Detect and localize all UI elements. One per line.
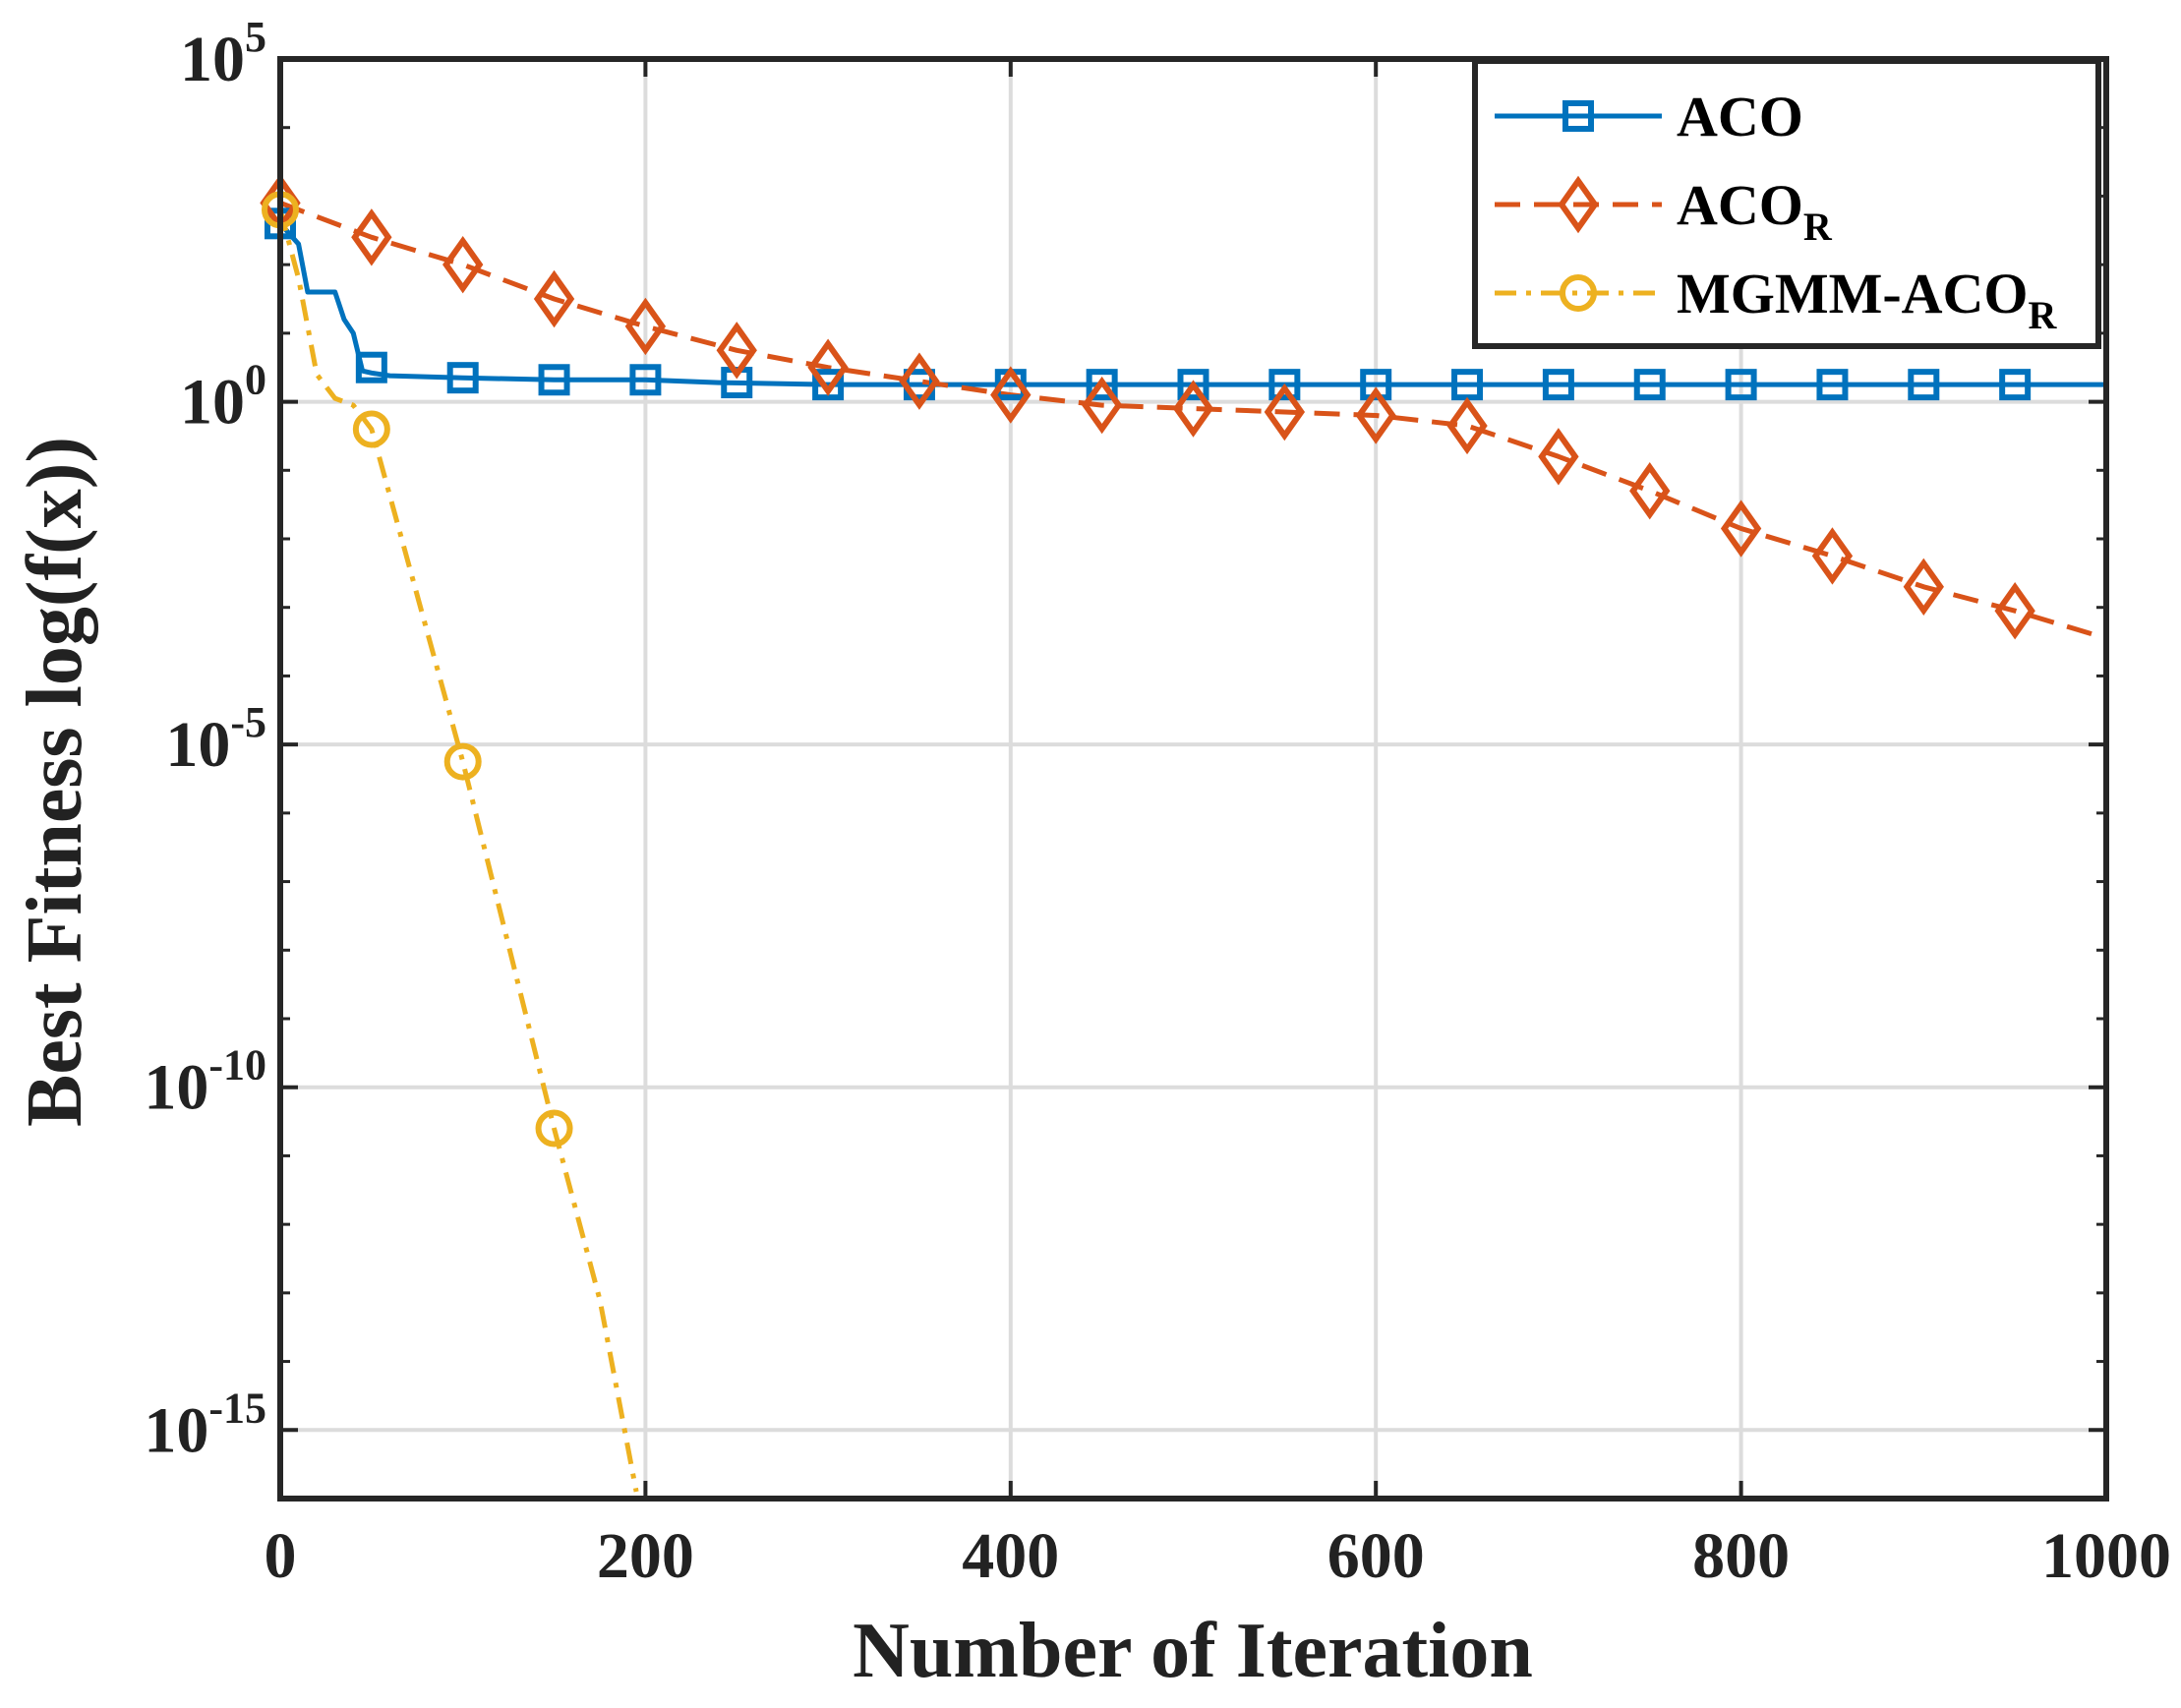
- data-point-aco: [1360, 369, 1392, 401]
- data-point-mgmm-acor: [535, 1109, 573, 1148]
- y-tick-exponent: 0: [245, 356, 266, 404]
- y-tick-base: 10: [165, 709, 230, 781]
- x-tick-label: 0: [265, 1520, 297, 1592]
- data-point-acor: [1903, 558, 1944, 616]
- data-point-acor: [1629, 462, 1671, 520]
- data-point-acor: [1720, 500, 1762, 558]
- data-point-aco: [355, 351, 387, 383]
- y-axis-label: Best Fitness log(f(x)): [12, 437, 98, 1127]
- data-point-acor: [807, 338, 849, 396]
- y-tick-base: 10: [180, 24, 245, 95]
- data-point-acor: [990, 366, 1032, 424]
- data-point-aco: [538, 364, 570, 396]
- y-tick-exponent: -15: [208, 1384, 266, 1432]
- legend-label-subscript: R: [1803, 205, 1833, 249]
- data-point-mgmm-acor: [443, 742, 482, 781]
- legend-label-main: ACO: [1677, 173, 1803, 237]
- data-point-acor: [716, 322, 757, 380]
- data-point-mgmm-acor: [352, 410, 390, 448]
- y-tick-base: 10: [180, 367, 245, 439]
- x-tick-label: 1000: [2041, 1520, 2171, 1592]
- data-point-aco: [1268, 369, 1301, 401]
- data-point-acor: [1446, 396, 1488, 455]
- x-tick-label: 600: [1327, 1520, 1425, 1592]
- legend-label-main: MGMM-ACO: [1677, 262, 2029, 325]
- y-tick-base: 10: [144, 1394, 208, 1466]
- y-tick-label: 100: [180, 356, 266, 439]
- legend-label-main: ACO: [1677, 85, 1803, 148]
- grid: [280, 59, 2106, 1499]
- data-point-aco: [812, 369, 845, 401]
- data-point-acor: [1172, 380, 1214, 438]
- legend-label-mgmm-acor: MGMM-ACOR: [1677, 262, 2058, 337]
- legend-marker-aco: [1562, 100, 1594, 132]
- series-line-aco: [278, 221, 2106, 387]
- data-point-aco: [1908, 369, 1940, 401]
- data-point-acor: [442, 235, 484, 294]
- legend-label-aco: ACO: [1677, 85, 1803, 148]
- data-point-aco: [1999, 369, 2032, 401]
- y-tick-label: 10-5: [165, 698, 266, 781]
- data-point-aco: [1177, 369, 1209, 401]
- data-point-aco: [446, 362, 479, 394]
- data-point-acor: [1538, 428, 1579, 486]
- plot-frame: [277, 56, 2109, 1502]
- legend-marker-acor: [1558, 175, 1599, 234]
- data-point-acor: [1264, 383, 1306, 442]
- data-point-aco: [1816, 369, 1849, 401]
- y-tick-label: 10-10: [144, 1041, 266, 1124]
- data-point-acor: [1811, 527, 1854, 585]
- data-point-acor: [1994, 582, 2035, 640]
- x-axis-label: Number of Iteration: [853, 1608, 1533, 1694]
- y-tick-exponent: -10: [208, 1041, 266, 1090]
- y-tick-label: 10-15: [144, 1384, 266, 1466]
- data-point-aco: [1542, 369, 1574, 401]
- data-point-acor: [351, 208, 392, 266]
- y-tick-label: 105: [180, 13, 266, 95]
- x-tick-label: 400: [962, 1520, 1059, 1592]
- legend-label-acor: ACOR: [1677, 173, 1833, 249]
- data-point-acor: [624, 297, 667, 356]
- legend-label-subscript: R: [2029, 293, 2058, 337]
- series-line-acor: [279, 201, 2107, 641]
- data-point-acor: [899, 352, 940, 410]
- legend-marker-mgmm-acor: [1560, 274, 1597, 312]
- data-point-aco: [629, 364, 662, 396]
- data-point-acor: [533, 269, 575, 328]
- data-point-acor: [1355, 386, 1396, 444]
- x-tick-labels: 0 200 400 600 800 1000: [265, 1520, 2172, 1592]
- y-tick-exponent: 5: [245, 13, 266, 61]
- y-tick-exponent: -5: [230, 698, 266, 746]
- data-point-aco: [1725, 369, 1757, 401]
- data-point-aco: [1633, 369, 1666, 401]
- data-point-acor: [1081, 376, 1123, 435]
- x-tick-label: 200: [597, 1520, 694, 1592]
- y-tick-base: 10: [144, 1052, 208, 1124]
- data-point-aco: [1086, 369, 1118, 401]
- x-tick-label: 800: [1692, 1520, 1790, 1592]
